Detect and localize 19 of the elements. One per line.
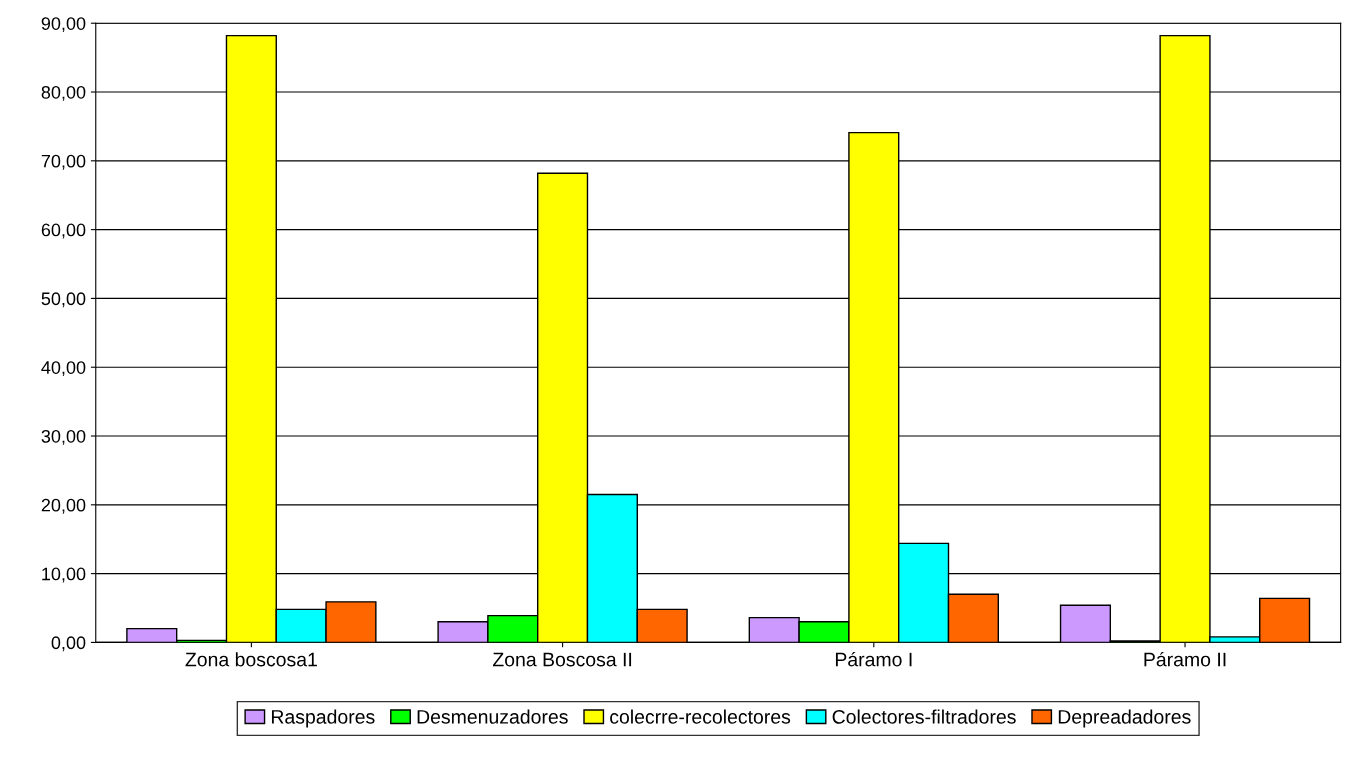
x-tick-label: Zona Boscosa II: [492, 652, 632, 667]
y-tick-label: 70,00: [41, 154, 86, 170]
legend-label: Raspadores: [271, 709, 375, 728]
y-tick-label: 50,00: [41, 292, 86, 308]
legend-label: Colectores-filtradores: [832, 709, 1016, 724]
y-tick-label: 30,00: [41, 429, 86, 445]
y-tick-label: 0,00: [51, 636, 86, 652]
x-tick-label: Zona boscosa1: [185, 652, 317, 667]
x-tick-label: Páramo II: [1144, 651, 1226, 667]
y-tick-label: 40,00: [41, 361, 86, 377]
legend-label: colecrre-recolectores: [610, 709, 791, 724]
legend-label: Depreadadores: [1058, 709, 1191, 728]
y-tick-label: 10,00: [42, 567, 86, 583]
y-tick-label: 20,00: [41, 498, 86, 514]
y-tick-label: 90,00: [41, 17, 86, 33]
y-tick-label: 60,00: [41, 223, 86, 239]
legend-label: Desmenuzadores: [417, 709, 568, 724]
x-tick-label: Páramo I: [835, 651, 912, 667]
y-tick-label: 80,00: [41, 85, 86, 101]
